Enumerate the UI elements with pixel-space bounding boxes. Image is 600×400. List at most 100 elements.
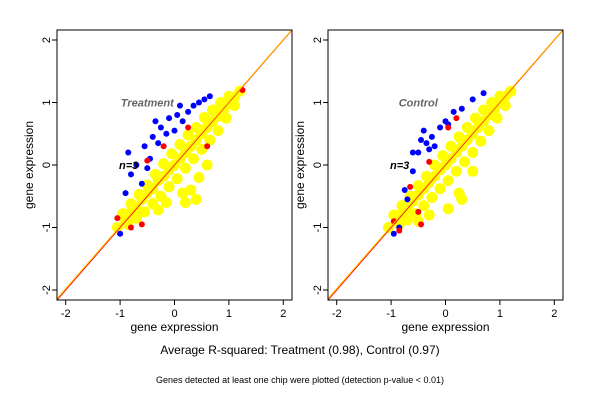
data-point bbox=[130, 212, 142, 224]
data-point bbox=[228, 100, 240, 112]
data-point bbox=[176, 102, 183, 109]
data-point bbox=[114, 215, 121, 222]
data-point bbox=[404, 196, 411, 203]
data-point bbox=[171, 173, 183, 185]
data-point bbox=[480, 90, 487, 97]
data-point bbox=[475, 135, 487, 147]
data-point bbox=[204, 143, 211, 150]
panel-title: Control bbox=[399, 98, 439, 110]
data-point bbox=[144, 165, 151, 172]
data-point bbox=[190, 193, 202, 205]
x-tick-label: -1 bbox=[115, 308, 125, 320]
data-point bbox=[158, 158, 170, 170]
y-axis-label: gene expression bbox=[293, 121, 307, 209]
data-point bbox=[418, 221, 425, 228]
panel-control: -2 -1 0 1 2 -2 -1 0 1 2 gene expression gene expres… bbox=[293, 29, 564, 334]
data-point bbox=[428, 133, 435, 140]
data-point bbox=[127, 224, 134, 231]
data-point bbox=[445, 140, 457, 152]
y-tick-label: -1 bbox=[312, 223, 324, 233]
detection-note: Genes detected at least one chip were pl… bbox=[156, 375, 444, 385]
data-point bbox=[171, 127, 178, 134]
data-point bbox=[412, 180, 424, 192]
data-point bbox=[125, 149, 132, 156]
data-point bbox=[442, 203, 454, 215]
data-point bbox=[423, 140, 430, 147]
data-point bbox=[212, 125, 224, 137]
data-point bbox=[163, 181, 175, 193]
data-point bbox=[179, 197, 191, 208]
data-point bbox=[127, 171, 134, 178]
data-point bbox=[157, 124, 164, 131]
data-point bbox=[458, 105, 465, 112]
data-point bbox=[483, 125, 495, 137]
data-point bbox=[494, 90, 506, 102]
y-tick-label: -2 bbox=[312, 285, 324, 295]
data-point bbox=[149, 168, 161, 180]
data-point bbox=[190, 122, 202, 133]
data-point bbox=[144, 157, 151, 164]
data-point bbox=[401, 214, 413, 226]
data-point bbox=[445, 124, 452, 131]
x-tick-label: 0 bbox=[442, 308, 448, 320]
data-point bbox=[160, 197, 172, 208]
data-point bbox=[491, 112, 503, 124]
data-point bbox=[467, 165, 479, 177]
data-point bbox=[390, 230, 397, 237]
data-point bbox=[215, 97, 227, 108]
data-point bbox=[409, 149, 416, 156]
data-point bbox=[450, 108, 457, 115]
data-point bbox=[388, 209, 400, 221]
y-tick-label: 2 bbox=[312, 37, 324, 43]
data-point bbox=[152, 204, 164, 216]
data-point bbox=[423, 209, 435, 221]
fit-line bbox=[328, 30, 563, 299]
data-point bbox=[139, 206, 151, 218]
plot-area bbox=[328, 30, 563, 300]
data-point bbox=[185, 124, 192, 131]
y-tick-label: -2 bbox=[41, 285, 53, 295]
data-point bbox=[117, 208, 129, 220]
plot-area bbox=[57, 30, 292, 300]
data-point bbox=[467, 147, 479, 158]
data-point bbox=[133, 188, 145, 200]
data-point bbox=[179, 162, 191, 174]
data-point bbox=[434, 183, 446, 195]
y-tick-label: 2 bbox=[41, 37, 53, 43]
data-point bbox=[204, 134, 216, 146]
data-point bbox=[138, 180, 145, 187]
y-tick-label: -1 bbox=[41, 223, 53, 233]
data-point bbox=[431, 143, 438, 150]
data-point bbox=[456, 193, 468, 205]
data-point bbox=[409, 168, 416, 175]
data-point bbox=[195, 99, 202, 106]
data-point bbox=[401, 187, 408, 193]
data-point bbox=[117, 230, 124, 237]
data-point bbox=[453, 131, 465, 143]
data-point bbox=[499, 100, 511, 112]
data-point bbox=[166, 148, 178, 160]
data-point bbox=[437, 150, 449, 162]
x-tick-label: -2 bbox=[332, 308, 342, 320]
data-point bbox=[442, 175, 454, 187]
x-tick-label: -1 bbox=[386, 308, 396, 320]
data-point bbox=[141, 179, 153, 191]
y-tick-label: 0 bbox=[312, 162, 324, 168]
data-point bbox=[166, 115, 173, 122]
data-point bbox=[418, 200, 430, 212]
r-squared-caption: Average R-squared: Treatment (0.98), Con… bbox=[160, 343, 440, 357]
panel-treatment: -2 -1 0 1 2 -2 -1 0 1 2 gene expression gene expres… bbox=[22, 29, 293, 334]
x-tick-label: 2 bbox=[551, 308, 557, 320]
data-point bbox=[453, 115, 460, 122]
data-point bbox=[415, 149, 422, 156]
data-point bbox=[125, 198, 137, 210]
data-point bbox=[188, 153, 200, 165]
data-point bbox=[138, 221, 145, 228]
data-point bbox=[206, 93, 213, 100]
data-point bbox=[478, 104, 490, 116]
data-point bbox=[426, 146, 433, 153]
data-point bbox=[201, 96, 208, 103]
data-point bbox=[182, 129, 194, 141]
data-point bbox=[396, 227, 403, 234]
